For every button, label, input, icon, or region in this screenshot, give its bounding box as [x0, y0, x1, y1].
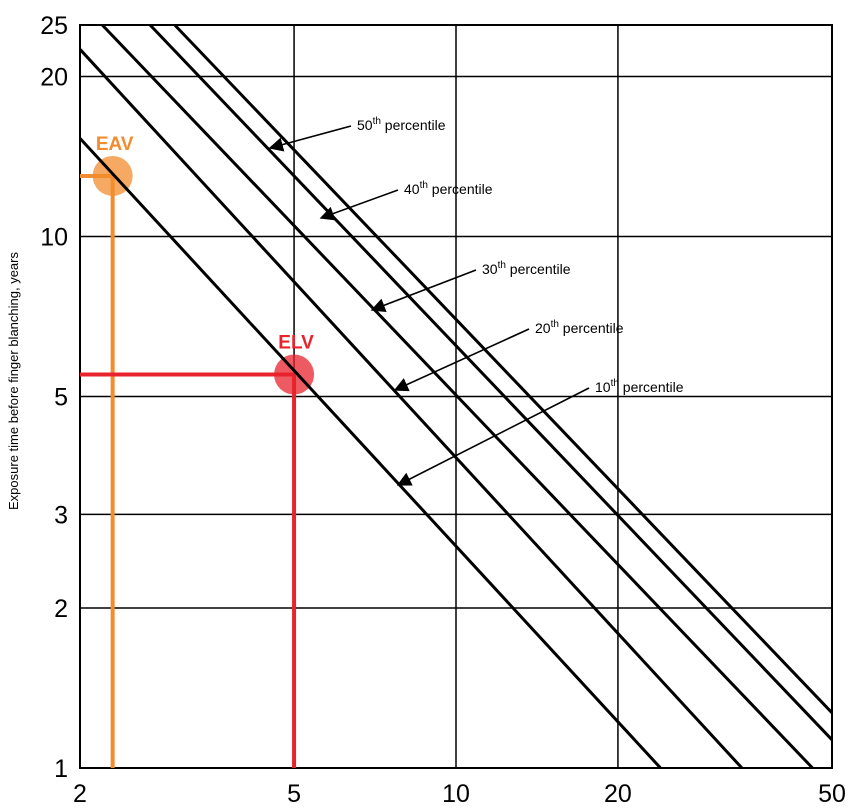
- x-tick-label: 10: [442, 780, 470, 808]
- series-label-20: 20th percentile: [535, 319, 624, 336]
- y-tick-label: 2: [54, 595, 68, 623]
- series-label-50: 50th percentile: [357, 116, 446, 133]
- y-tick-label: 1: [54, 755, 68, 783]
- leader-arrow-40: [319, 189, 399, 221]
- elv-label: ELV: [278, 332, 314, 353]
- y-tick-label: 20: [40, 64, 68, 92]
- x-tick-label: 2: [73, 780, 87, 808]
- eav-label: EAV: [96, 134, 134, 155]
- y-tick-label: 10: [40, 224, 68, 252]
- series-label-30: 30th percentile: [482, 260, 571, 277]
- percentile-line-10: [78, 137, 662, 770]
- x-tick-label: 50: [818, 780, 846, 808]
- y-tick-label: 25: [40, 12, 68, 40]
- percentile-annotations: 10th percentile 20th percentile 30th perce…: [268, 116, 684, 486]
- elv-marker-dot: [274, 354, 315, 395]
- percentile-line-40: [149, 23, 834, 741]
- exposure-markers: EAV ELV: [80, 134, 314, 768]
- x-tick-label: 20: [604, 780, 632, 808]
- leader-arrow-10: [396, 387, 590, 486]
- y-tick-label: 5: [54, 384, 68, 412]
- percentile-line-20: [78, 48, 744, 770]
- percentile-lines: [78, 23, 834, 770]
- leader-arrow-20: [393, 328, 530, 392]
- y-tick-label: 3: [54, 501, 68, 529]
- percentile-line-30: [101, 23, 814, 770]
- y-axis-label: Exposure time before finger blanching, y…: [6, 252, 21, 510]
- series-label-40: 40th percentile: [404, 180, 493, 197]
- series-label-10: 10th percentile: [595, 378, 684, 395]
- x-tick-label: 5: [287, 780, 301, 808]
- percentile-line-50: [173, 23, 834, 714]
- leader-arrow-30: [370, 269, 477, 313]
- leader-arrow-50: [268, 125, 352, 152]
